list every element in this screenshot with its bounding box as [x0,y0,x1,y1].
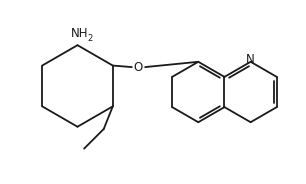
Text: N: N [246,53,255,66]
Text: O: O [134,61,143,74]
Text: 2: 2 [88,34,93,43]
Text: NH: NH [71,27,89,40]
